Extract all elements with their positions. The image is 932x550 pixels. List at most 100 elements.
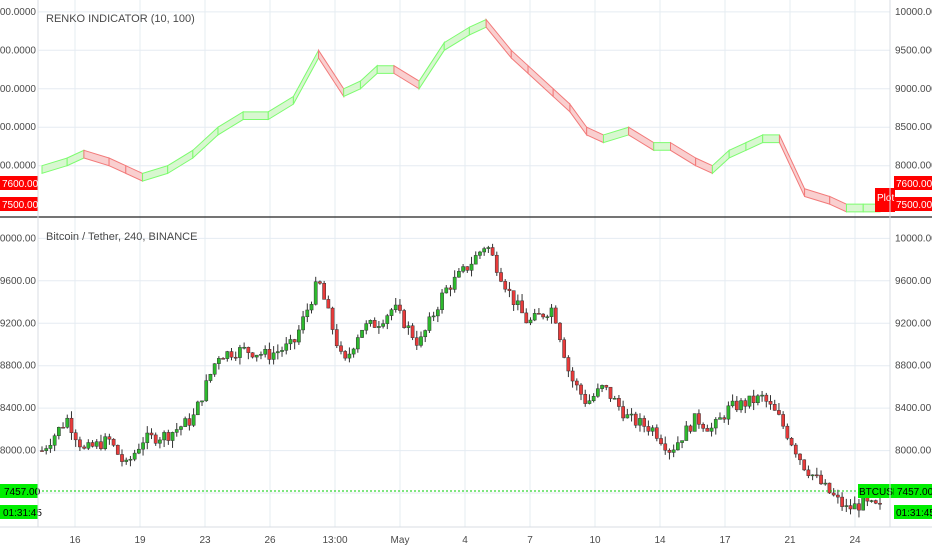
plot-label-text: Plot xyxy=(877,193,894,204)
time-axis-label: 10 xyxy=(589,535,601,546)
renko-y-tick-left: 8000.0000 xyxy=(0,161,36,172)
candle-body xyxy=(318,281,322,284)
candle-body xyxy=(596,388,600,397)
candle-body xyxy=(339,345,343,352)
candle-body xyxy=(65,417,70,428)
countdown-tag-right-text: 01:31:45 xyxy=(896,508,932,519)
candle-body xyxy=(772,404,777,411)
candle-body xyxy=(553,307,558,324)
candle-body xyxy=(141,442,145,450)
renko-brick xyxy=(83,149,110,167)
renko-brick xyxy=(695,157,713,175)
candle-body xyxy=(520,300,524,314)
symbol-tag xyxy=(858,484,894,498)
candle-body xyxy=(254,354,259,358)
candle-body xyxy=(549,307,554,317)
price-panel[interactable]: Bitcoin / Tether, 240, BINANCE 7600.0080… xyxy=(0,231,932,519)
candle-body xyxy=(680,440,684,443)
renko-y-tick-right: 8500.0000 xyxy=(895,122,932,133)
renko-brick xyxy=(108,157,127,175)
renko-lower-value-tag xyxy=(0,197,38,211)
candle-body xyxy=(90,442,95,447)
candle-body xyxy=(82,446,86,449)
renko-upper-value-tag-text: 7600.0000 xyxy=(2,179,50,190)
renko-brick xyxy=(527,64,554,98)
price-y-tick-right: 9200.00 xyxy=(895,318,932,329)
candle-body xyxy=(473,255,478,265)
candle-body xyxy=(153,434,158,444)
candle-body xyxy=(524,312,529,324)
candle-body xyxy=(532,313,537,321)
candle-body xyxy=(259,354,263,356)
candle-body xyxy=(179,426,183,430)
candle-body xyxy=(819,474,823,485)
candle-body xyxy=(288,339,293,345)
renko-brick xyxy=(670,141,697,167)
candle-body xyxy=(722,417,727,420)
candle-body xyxy=(162,432,166,441)
candle-body xyxy=(541,313,545,318)
renko-brick xyxy=(628,126,655,152)
candle-body xyxy=(132,452,137,460)
price-y-tick-right: 8000.00 xyxy=(895,446,932,457)
candle-body xyxy=(204,380,209,402)
time-axis[interactable]: 16 19 23 26 13:00 May 4 7 10 14 17 21 24 xyxy=(69,535,861,546)
candle-body xyxy=(836,494,840,498)
candle-body xyxy=(814,474,819,477)
renko-right-upper-tag xyxy=(894,176,932,190)
price-y-tick-left: 9200.00 xyxy=(0,318,36,329)
candle-body xyxy=(574,380,579,386)
renko-brick xyxy=(745,134,764,152)
candle-body xyxy=(208,373,213,381)
candle-body xyxy=(591,396,596,401)
candle-body xyxy=(137,448,141,454)
candle-body xyxy=(364,323,369,331)
price-y-tick-left: 9600.00 xyxy=(0,276,36,287)
renko-lower-value-tag-text: 7500.0000 xyxy=(2,200,50,211)
time-axis-label: 23 xyxy=(199,535,211,546)
candle-body xyxy=(684,425,689,441)
candle-body xyxy=(452,276,457,290)
candle-body xyxy=(515,300,520,305)
renko-brick xyxy=(343,80,361,98)
renko-brick xyxy=(804,188,831,205)
candle-body xyxy=(528,319,533,324)
candle-body xyxy=(566,357,571,372)
candle-body xyxy=(183,418,188,427)
candle-body xyxy=(145,432,150,444)
last-price-tag-right xyxy=(894,484,932,498)
time-axis-label: 17 xyxy=(719,535,731,546)
renko-y-tick-right: 8000.0000 xyxy=(895,161,932,172)
candle-body xyxy=(482,248,487,253)
candle-body xyxy=(558,322,562,341)
candle-body xyxy=(389,309,394,316)
candle-body xyxy=(848,505,853,510)
candle-body xyxy=(238,347,242,358)
candle-body xyxy=(747,395,752,407)
candle-body xyxy=(61,426,65,429)
candle-body xyxy=(292,339,297,343)
price-y-tick-right: 8800.00 xyxy=(895,361,932,372)
candle-body xyxy=(427,316,432,331)
candle-body xyxy=(878,502,882,505)
candle-body xyxy=(692,413,697,432)
candle-body xyxy=(200,400,204,403)
candle-body xyxy=(128,458,133,461)
candle-body xyxy=(537,313,541,315)
renko-brick xyxy=(418,40,445,91)
candle-body xyxy=(604,385,609,388)
time-axis-label: May xyxy=(391,535,410,546)
renko-brick xyxy=(728,141,747,159)
renko-right-upper-tag-text: 7600.0000 xyxy=(896,179,932,190)
candle-body xyxy=(873,500,878,504)
candle-body xyxy=(124,459,129,462)
candle-body xyxy=(730,400,735,407)
candle-body xyxy=(111,438,116,446)
renko-brick xyxy=(762,134,780,144)
renko-brick xyxy=(845,203,864,213)
candle-body xyxy=(709,427,714,432)
candle-body xyxy=(107,436,112,440)
candle-body xyxy=(465,266,470,271)
candle-body xyxy=(570,370,575,382)
